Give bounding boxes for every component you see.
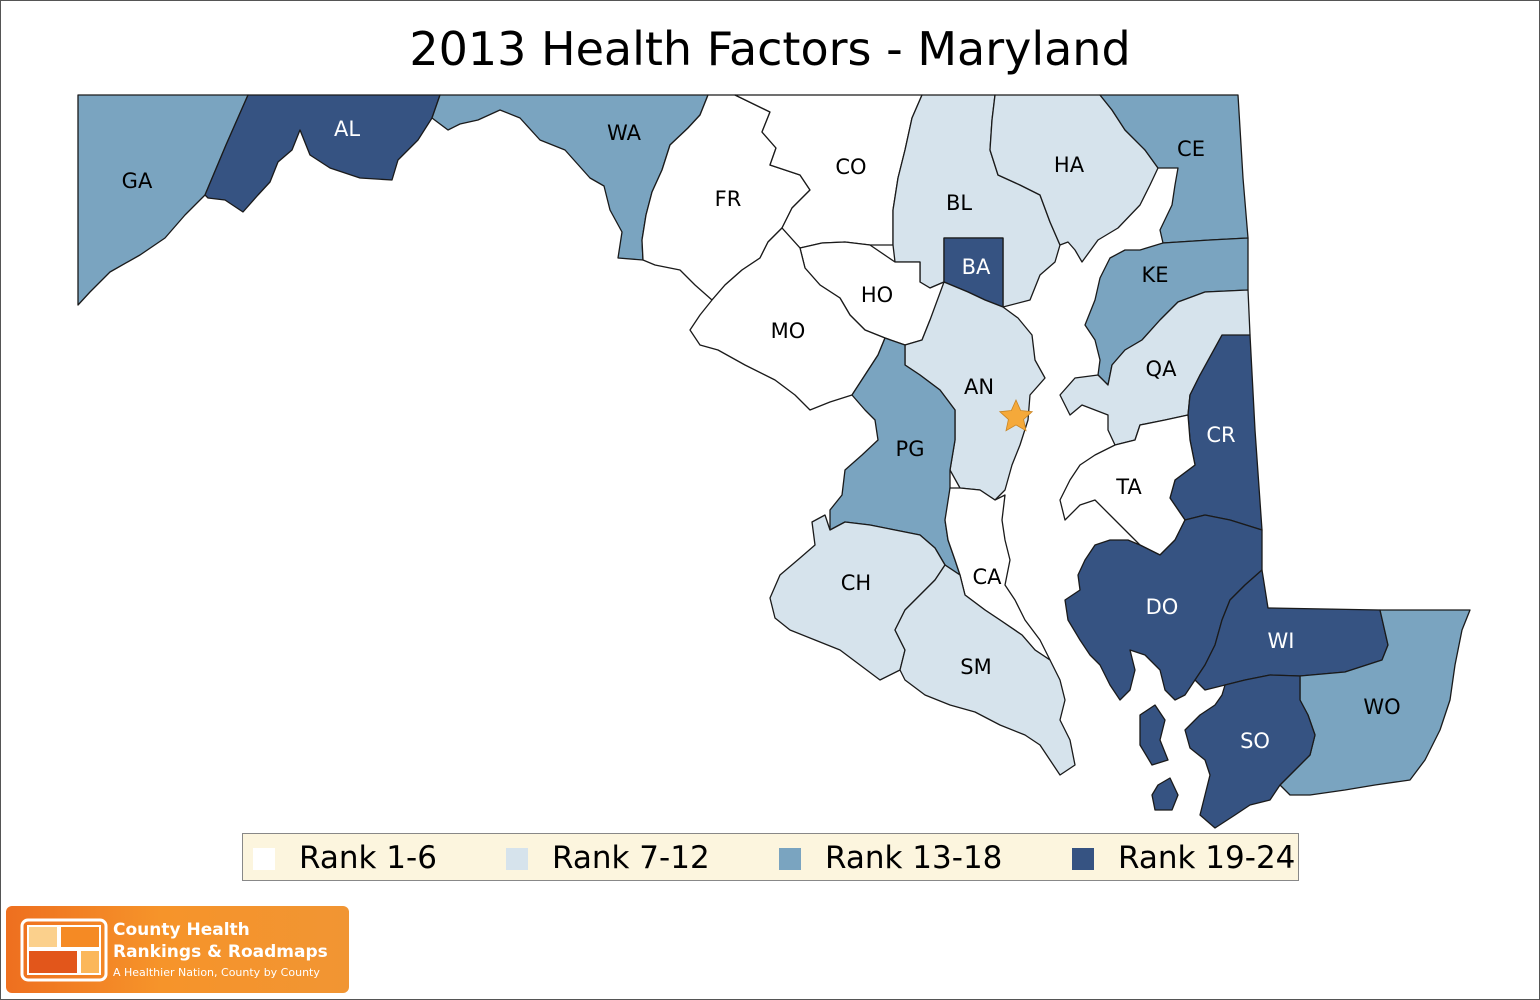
county-SM[interactable] bbox=[894, 564, 1076, 776]
legend-label: Rank 7-12 bbox=[552, 840, 710, 876]
county-label-PG: PG bbox=[896, 437, 925, 461]
brand-name-line2: Rankings & Roadmaps bbox=[113, 942, 328, 962]
legend-swatch bbox=[1072, 848, 1094, 870]
brand-mark-icon bbox=[20, 918, 108, 982]
county-label-CH: CH bbox=[841, 571, 871, 595]
legend-label: Rank 13-18 bbox=[825, 840, 1003, 876]
legend-swatch bbox=[253, 848, 275, 870]
county-label-KE: KE bbox=[1141, 263, 1168, 287]
county-label-FR: FR bbox=[715, 187, 742, 211]
county-SO[interactable] bbox=[1184, 674, 1316, 829]
county-label-AN: AN bbox=[964, 375, 994, 399]
star-icon bbox=[998, 399, 1034, 432]
county-label-CE: CE bbox=[1177, 137, 1205, 161]
county-WO[interactable] bbox=[1279, 609, 1471, 796]
county-label-SM: SM bbox=[960, 655, 991, 679]
legend-label: Rank 19-24 bbox=[1118, 840, 1296, 876]
county-layer bbox=[77, 94, 1471, 829]
county-label-CO: CO bbox=[835, 155, 866, 179]
county-label-WO: WO bbox=[1363, 695, 1400, 719]
county-label-layer: GA AL WA FR CO BL HA CE BA HO MO KE QA AN PG CR TA CA CH SM… bbox=[122, 117, 1401, 753]
map-title: 2013 Health Factors - Maryland bbox=[409, 22, 1131, 76]
county-AL[interactable] bbox=[204, 94, 441, 213]
county-label-BL: BL bbox=[946, 191, 972, 215]
legend-label: Rank 1-6 bbox=[299, 840, 437, 876]
county-label-SO: SO bbox=[1240, 729, 1270, 753]
legend: Rank 1-6 Rank 7-12 Rank 13-18 Rank 19-24 bbox=[242, 833, 1299, 881]
county-label-HA: HA bbox=[1054, 153, 1085, 177]
county-label-QA: QA bbox=[1146, 357, 1178, 381]
county-TA[interactable] bbox=[1059, 414, 1196, 556]
county-label-WI: WI bbox=[1268, 629, 1295, 653]
county-SO-island[interactable] bbox=[1139, 704, 1169, 766]
legend-swatch bbox=[506, 848, 528, 870]
legend-swatch bbox=[779, 848, 801, 870]
county-label-DO: DO bbox=[1146, 595, 1179, 619]
county-CA[interactable] bbox=[944, 487, 1051, 661]
county-label-WA: WA bbox=[607, 121, 642, 145]
county-label-TA: TA bbox=[1115, 475, 1142, 499]
brand-name-line1: County Health bbox=[113, 920, 250, 940]
county-label-CA: CA bbox=[972, 565, 1002, 589]
county-CH[interactable] bbox=[769, 514, 946, 681]
county-label-CR: CR bbox=[1206, 423, 1235, 447]
brand-logo: County Health Rankings & Roadmaps A Heal… bbox=[6, 906, 349, 993]
county-SO-island[interactable] bbox=[1151, 777, 1179, 811]
county-label-BA: BA bbox=[962, 255, 991, 279]
county-label-AL: AL bbox=[334, 117, 360, 141]
county-label-HO: HO bbox=[861, 283, 893, 307]
brand-tagline: A Healthier Nation, County by County bbox=[113, 966, 320, 979]
county-label-GA: GA bbox=[122, 169, 153, 193]
county-CE[interactable] bbox=[1099, 94, 1249, 244]
county-label-MO: MO bbox=[771, 319, 806, 343]
